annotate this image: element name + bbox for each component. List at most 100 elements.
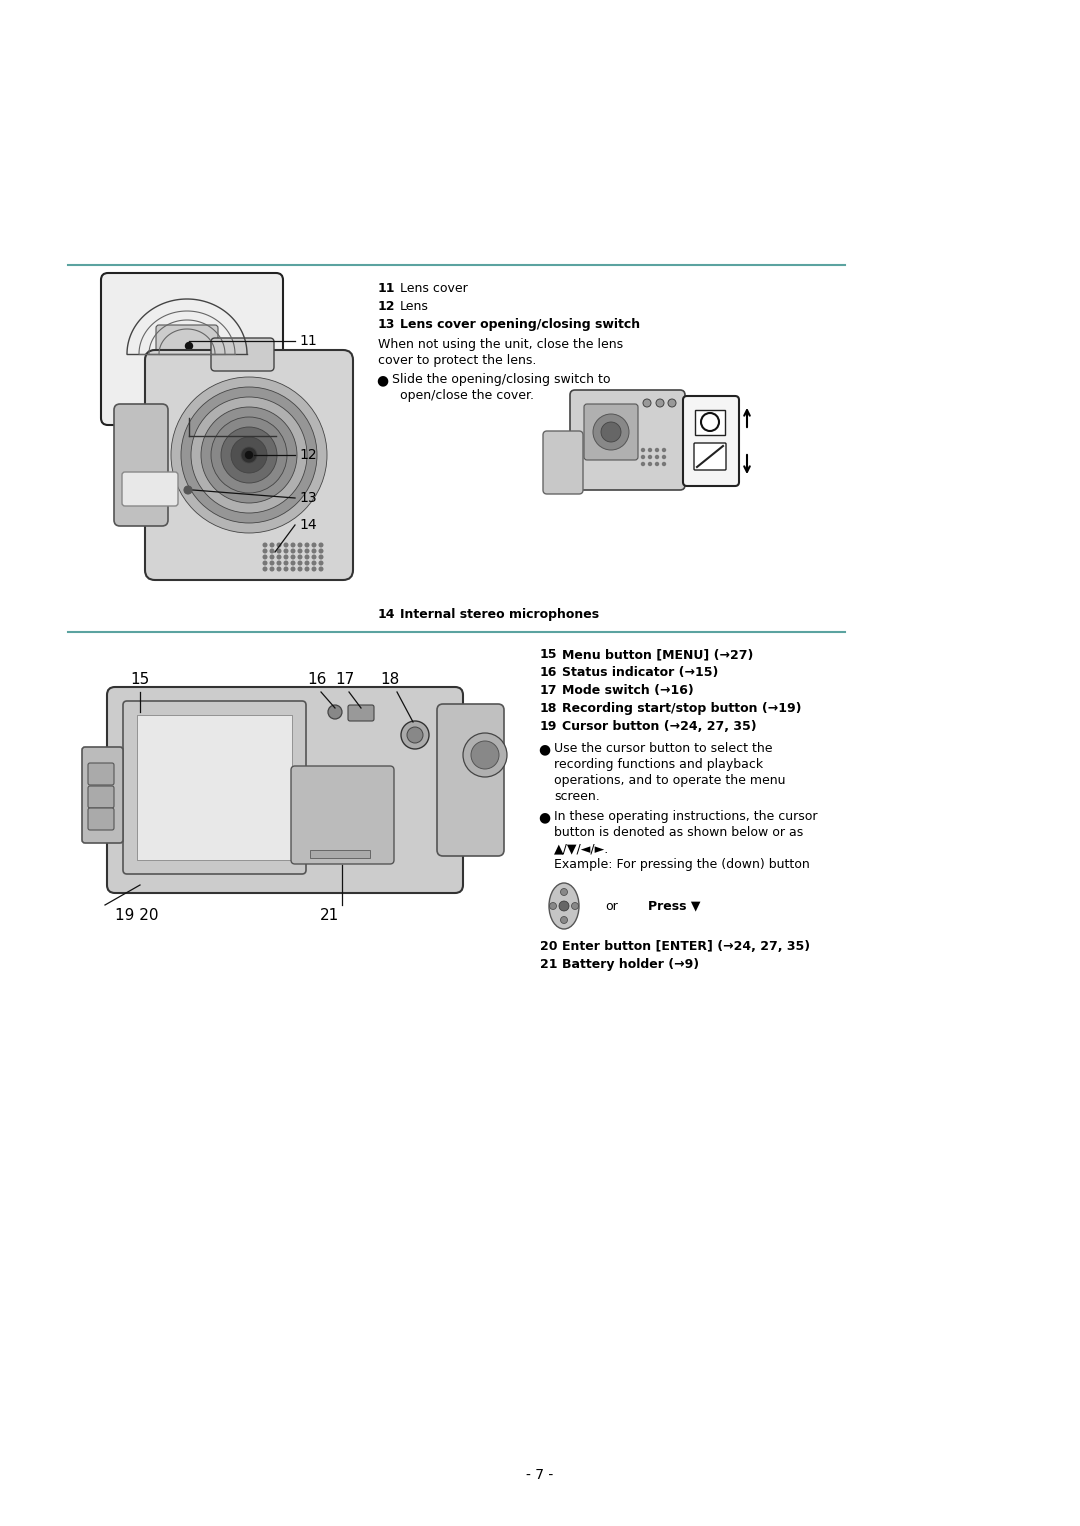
Circle shape	[669, 398, 676, 407]
Circle shape	[312, 562, 315, 565]
FancyBboxPatch shape	[107, 687, 463, 893]
Circle shape	[656, 462, 659, 465]
Circle shape	[292, 555, 295, 559]
Text: recording functions and playback: recording functions and playback	[554, 758, 764, 771]
Text: ●: ●	[376, 372, 388, 388]
Text: When not using the unit, close the lens: When not using the unit, close the lens	[378, 337, 623, 351]
Circle shape	[320, 555, 323, 559]
Text: Slide the opening/closing switch to: Slide the opening/closing switch to	[392, 372, 610, 386]
Circle shape	[292, 562, 295, 565]
FancyBboxPatch shape	[291, 766, 394, 864]
Circle shape	[211, 417, 287, 493]
Circle shape	[231, 436, 267, 473]
Circle shape	[306, 543, 309, 546]
Text: 12: 12	[299, 449, 316, 462]
FancyBboxPatch shape	[123, 700, 306, 874]
Circle shape	[264, 568, 267, 571]
Text: 15: 15	[131, 671, 150, 687]
Circle shape	[320, 549, 323, 552]
Circle shape	[648, 462, 651, 465]
Circle shape	[662, 462, 665, 465]
Circle shape	[463, 732, 507, 777]
Circle shape	[298, 555, 301, 559]
FancyBboxPatch shape	[87, 763, 114, 784]
Text: 17: 17	[540, 684, 557, 697]
Text: 11: 11	[378, 282, 395, 295]
Circle shape	[264, 543, 267, 546]
Circle shape	[561, 888, 567, 896]
Text: Mode switch (→16): Mode switch (→16)	[562, 684, 693, 697]
Circle shape	[320, 562, 323, 565]
Text: 20: 20	[540, 940, 557, 954]
Text: 18: 18	[540, 702, 557, 716]
Text: 14: 14	[299, 517, 316, 533]
Bar	[137, 716, 292, 861]
Circle shape	[312, 549, 315, 552]
FancyBboxPatch shape	[87, 786, 114, 807]
Circle shape	[642, 455, 645, 458]
Text: In these operating instructions, the cursor: In these operating instructions, the cur…	[554, 810, 818, 823]
FancyBboxPatch shape	[87, 807, 114, 830]
Circle shape	[284, 543, 287, 546]
Text: ●: ●	[538, 742, 550, 755]
Text: 19 20: 19 20	[114, 908, 159, 923]
Text: 11: 11	[299, 334, 316, 348]
Circle shape	[171, 377, 327, 533]
Text: 21: 21	[540, 958, 557, 971]
FancyBboxPatch shape	[570, 391, 685, 490]
Circle shape	[320, 568, 323, 571]
Circle shape	[284, 562, 287, 565]
Circle shape	[320, 543, 323, 546]
Text: ●: ●	[538, 810, 550, 824]
Circle shape	[221, 427, 276, 484]
Circle shape	[270, 568, 274, 571]
Circle shape	[407, 726, 423, 743]
Text: Lens cover: Lens cover	[400, 282, 468, 295]
Circle shape	[191, 397, 307, 513]
FancyBboxPatch shape	[102, 273, 283, 426]
Text: ▲/▼/◄/►.: ▲/▼/◄/►.	[554, 842, 609, 855]
Circle shape	[662, 449, 665, 452]
FancyBboxPatch shape	[156, 325, 218, 371]
Circle shape	[471, 742, 499, 769]
Circle shape	[278, 549, 281, 552]
Text: 13: 13	[299, 491, 316, 505]
Circle shape	[550, 902, 556, 909]
Text: 21: 21	[320, 908, 339, 923]
Circle shape	[561, 917, 567, 923]
Text: Cursor button (→24, 27, 35): Cursor button (→24, 27, 35)	[562, 720, 757, 732]
Circle shape	[264, 562, 267, 565]
Text: Lens cover opening/closing switch: Lens cover opening/closing switch	[400, 317, 640, 331]
Circle shape	[571, 902, 579, 909]
FancyBboxPatch shape	[82, 748, 123, 842]
Text: Menu button [MENU] (→27): Menu button [MENU] (→27)	[562, 649, 754, 661]
Circle shape	[593, 414, 629, 450]
FancyBboxPatch shape	[437, 703, 504, 856]
FancyBboxPatch shape	[543, 430, 583, 494]
Text: Battery holder (→9): Battery holder (→9)	[562, 958, 699, 971]
Circle shape	[642, 449, 645, 452]
Text: 19: 19	[540, 720, 557, 732]
Text: Press ▼: Press ▼	[648, 899, 701, 913]
Circle shape	[292, 543, 295, 546]
Text: - 7 -: - 7 -	[526, 1468, 554, 1482]
Circle shape	[312, 543, 315, 546]
Circle shape	[662, 455, 665, 458]
Circle shape	[278, 543, 281, 546]
Circle shape	[656, 455, 659, 458]
Circle shape	[181, 388, 318, 523]
FancyBboxPatch shape	[348, 705, 374, 720]
Text: Use the cursor button to select the: Use the cursor button to select the	[554, 742, 772, 755]
Circle shape	[284, 568, 287, 571]
Text: 16: 16	[308, 671, 326, 687]
Circle shape	[184, 485, 192, 494]
Text: 15: 15	[540, 649, 557, 661]
Text: 14: 14	[378, 607, 395, 621]
Circle shape	[264, 555, 267, 559]
Circle shape	[643, 398, 651, 407]
Text: Example: For pressing the (down) button: Example: For pressing the (down) button	[554, 858, 810, 871]
Circle shape	[328, 705, 342, 719]
Text: 12: 12	[378, 301, 395, 313]
FancyBboxPatch shape	[122, 472, 178, 507]
Circle shape	[245, 452, 253, 458]
